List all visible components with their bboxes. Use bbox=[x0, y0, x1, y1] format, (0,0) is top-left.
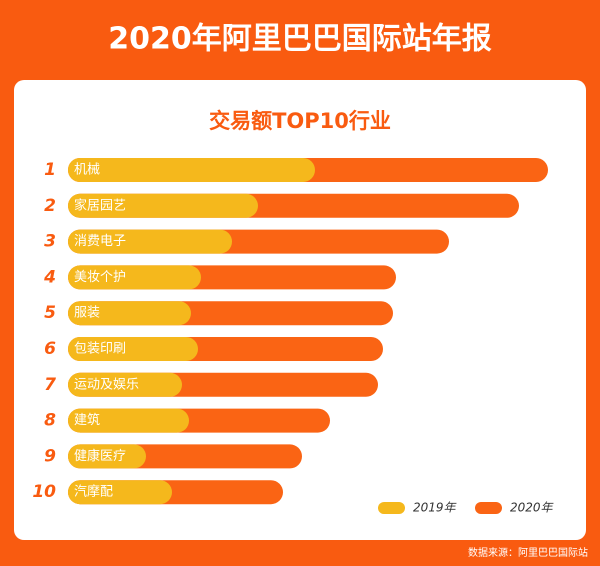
rank-label: 8 bbox=[44, 411, 56, 431]
category-label: 运动及娱乐 bbox=[74, 377, 139, 392]
legend-label: 2019年 bbox=[413, 501, 458, 515]
category-label: 包装印刷 bbox=[74, 342, 126, 357]
bar bbox=[68, 444, 146, 469]
category-label: 消费电子 bbox=[74, 234, 126, 249]
chart-subtitle: 交易额TOP10行业 bbox=[209, 109, 391, 133]
bar bbox=[68, 372, 182, 397]
rank-label: 6 bbox=[44, 339, 56, 359]
bar bbox=[68, 301, 191, 326]
rank-label: 4 bbox=[43, 267, 56, 287]
legend-swatch bbox=[378, 502, 405, 514]
chart-title: 2020年阿里巴巴国际站年报 bbox=[108, 22, 492, 57]
source: 数据来源：阿里巴巴国际站 bbox=[468, 546, 588, 559]
bar bbox=[68, 265, 201, 290]
bar bbox=[68, 408, 189, 433]
rank-label: 9 bbox=[44, 446, 56, 466]
rank-label: 2 bbox=[44, 196, 56, 216]
category-label: 家居园艺 bbox=[74, 197, 126, 213]
rank-label: 10 bbox=[32, 482, 56, 502]
bar bbox=[68, 193, 258, 218]
category-label: 建筑 bbox=[74, 412, 100, 428]
bar bbox=[68, 158, 315, 182]
legend-swatch bbox=[475, 502, 502, 514]
bar bbox=[68, 337, 198, 361]
category-label: 美妆个护 bbox=[74, 270, 126, 285]
category-label: 服装 bbox=[74, 306, 100, 321]
category-label: 健康医疗 bbox=[74, 448, 126, 464]
rank-label: 3 bbox=[44, 232, 56, 252]
bar bbox=[68, 229, 232, 254]
rank-label: 1 bbox=[44, 160, 56, 180]
bar bbox=[68, 480, 172, 505]
rank-label: 7 bbox=[44, 375, 56, 395]
category-label: 机械 bbox=[74, 163, 100, 178]
rank-label: 5 bbox=[44, 303, 56, 323]
legend-label: 2020年 bbox=[510, 501, 555, 515]
category-label: 汽摩配 bbox=[74, 484, 113, 500]
